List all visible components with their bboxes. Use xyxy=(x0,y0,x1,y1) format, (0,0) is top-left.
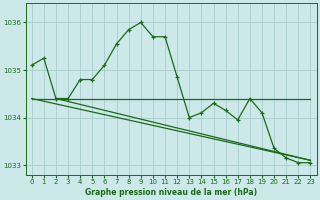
X-axis label: Graphe pression niveau de la mer (hPa): Graphe pression niveau de la mer (hPa) xyxy=(85,188,257,197)
